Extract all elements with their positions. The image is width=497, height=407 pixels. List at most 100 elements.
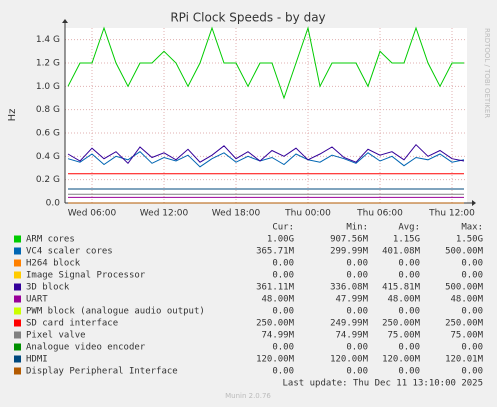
y-tick-label: 0.0 xyxy=(46,199,61,209)
legend-stat: 415.81M xyxy=(382,283,421,293)
legend-header: Cur: xyxy=(272,223,294,233)
legend-label: Display Peripheral Interface xyxy=(26,367,178,377)
legend-stat: 0.00 xyxy=(398,259,420,269)
legend-stat: 0.00 xyxy=(346,367,368,377)
legend-stat: 0.00 xyxy=(461,259,483,269)
legend-header: Avg: xyxy=(398,223,420,233)
legend-stat: 500.00M xyxy=(445,283,484,293)
legend-label: HDMI xyxy=(26,355,48,365)
legend-stat: 75.00M xyxy=(387,331,420,341)
legend-swatch xyxy=(14,283,21,291)
legend-label: UART xyxy=(26,295,48,305)
legend-swatch xyxy=(14,355,21,363)
legend-stat: 250.00M xyxy=(256,319,295,329)
legend-swatch xyxy=(14,343,21,351)
legend-swatch xyxy=(14,307,21,315)
y-tick-label: 1.0 G xyxy=(36,82,60,92)
legend-label: H264 block xyxy=(26,259,81,269)
legend-stat: 0.00 xyxy=(398,343,420,353)
series-line xyxy=(67,143,465,165)
footer: Munin 2.0.76 xyxy=(225,392,271,400)
legend-stat: 0.00 xyxy=(461,307,483,317)
x-tick-label: Thu 06:00 xyxy=(356,209,403,219)
legend-swatch xyxy=(14,235,21,243)
legend-label: VC4 scaler cores xyxy=(26,247,113,257)
legend-label: PWM block (analogue audio output) xyxy=(26,307,205,317)
legend-stat: 250.00M xyxy=(445,319,484,329)
legend-stat: 0.00 xyxy=(461,367,483,377)
legend-stat: 0.00 xyxy=(398,271,420,281)
side-text: RRDTOOL / TOBI OETIKER xyxy=(483,28,491,118)
y-axis-label: Hz xyxy=(7,109,18,122)
legend-stat: 0.00 xyxy=(461,271,483,281)
y-tick-label: 1.2 G xyxy=(36,59,60,69)
legend-stat: 120.01M xyxy=(445,355,484,365)
legend-stat: 0.00 xyxy=(272,259,294,269)
legend-swatch xyxy=(14,319,21,327)
legend-header: Max: xyxy=(461,223,483,233)
x-tick-label: Wed 12:00 xyxy=(140,209,189,219)
legend-stat: 0.00 xyxy=(346,343,368,353)
legend-stat: 0.00 xyxy=(346,307,368,317)
legend-stat: 74.99M xyxy=(261,331,294,341)
legend-stat: 74.99M xyxy=(335,331,368,341)
legend-swatch xyxy=(14,295,21,303)
legend-stat: 500.00M xyxy=(445,247,484,257)
legend-stat: 48.00M xyxy=(450,295,483,305)
legend-stat: 0.00 xyxy=(272,271,294,281)
legend-header: Min: xyxy=(346,223,368,233)
x-tick-label: Thu 12:00 xyxy=(428,209,475,219)
legend-label: Image Signal Processor xyxy=(26,271,146,281)
axis-arrow xyxy=(472,200,476,206)
y-tick-label: 0.2 G xyxy=(36,175,60,185)
legend-stat: 47.99M xyxy=(335,295,368,305)
legend-stat: 299.99M xyxy=(330,247,369,257)
legend-stat: 48.00M xyxy=(387,295,420,305)
legend-swatch xyxy=(14,271,21,279)
legend-stat: 0.00 xyxy=(272,367,294,377)
legend-stat: 361.11M xyxy=(256,283,295,293)
legend-stat: 48.00M xyxy=(261,295,294,305)
legend-swatch xyxy=(14,259,21,267)
legend-stat: 0.00 xyxy=(398,367,420,377)
series-line xyxy=(67,26,464,100)
legend-stat: 1.50G xyxy=(456,235,483,245)
legend-label: Pixel valve xyxy=(26,331,86,341)
legend-stat: 0.00 xyxy=(461,343,483,353)
x-tick-label: Wed 18:00 xyxy=(212,209,261,219)
legend-label: Analogue video encoder xyxy=(26,343,146,353)
legend-stat: 75.00M xyxy=(450,331,483,341)
legend-swatch xyxy=(14,367,21,375)
legend-stat: 250.00M xyxy=(382,319,421,329)
legend-stat: 120.00M xyxy=(330,355,369,365)
legend-stat: 249.99M xyxy=(330,319,369,329)
last-update: Last update: Thu Dec 11 13:10:00 2025 xyxy=(283,379,483,389)
axis-arrow xyxy=(62,19,68,23)
legend-stat: 336.08M xyxy=(330,283,369,293)
legend-stat: 907.56M xyxy=(330,235,369,245)
legend-stat: 0.00 xyxy=(346,271,368,281)
legend-stat: 0.00 xyxy=(398,307,420,317)
x-tick-label: Wed 06:00 xyxy=(68,209,117,219)
legend-stat: 1.00G xyxy=(267,235,294,245)
y-tick-label: 1.4 G xyxy=(36,35,60,45)
legend-swatch xyxy=(14,247,21,255)
legend-stat: 0.00 xyxy=(272,343,294,353)
legend-stat: 365.71M xyxy=(256,247,295,257)
y-tick-label: 0.4 G xyxy=(36,152,60,162)
legend-stat: 120.00M xyxy=(256,355,295,365)
y-tick-label: 0.6 G xyxy=(36,129,60,139)
legend-stat: 1.15G xyxy=(393,235,420,245)
chart-title: RPi Clock Speeds - by day xyxy=(170,11,325,25)
legend-stat: 120.00M xyxy=(382,355,421,365)
legend-stat: 0.00 xyxy=(272,307,294,317)
legend-label: SD card interface xyxy=(26,319,118,329)
legend-swatch xyxy=(14,331,21,339)
legend-label: 3D block xyxy=(26,283,70,293)
y-tick-label: 0.8 G xyxy=(36,105,60,115)
legend-stat: 0.00 xyxy=(346,259,368,269)
x-tick-label: Thu 00:00 xyxy=(284,209,331,219)
legend-stat: 401.08M xyxy=(382,247,421,257)
legend-label: ARM cores xyxy=(26,235,75,245)
